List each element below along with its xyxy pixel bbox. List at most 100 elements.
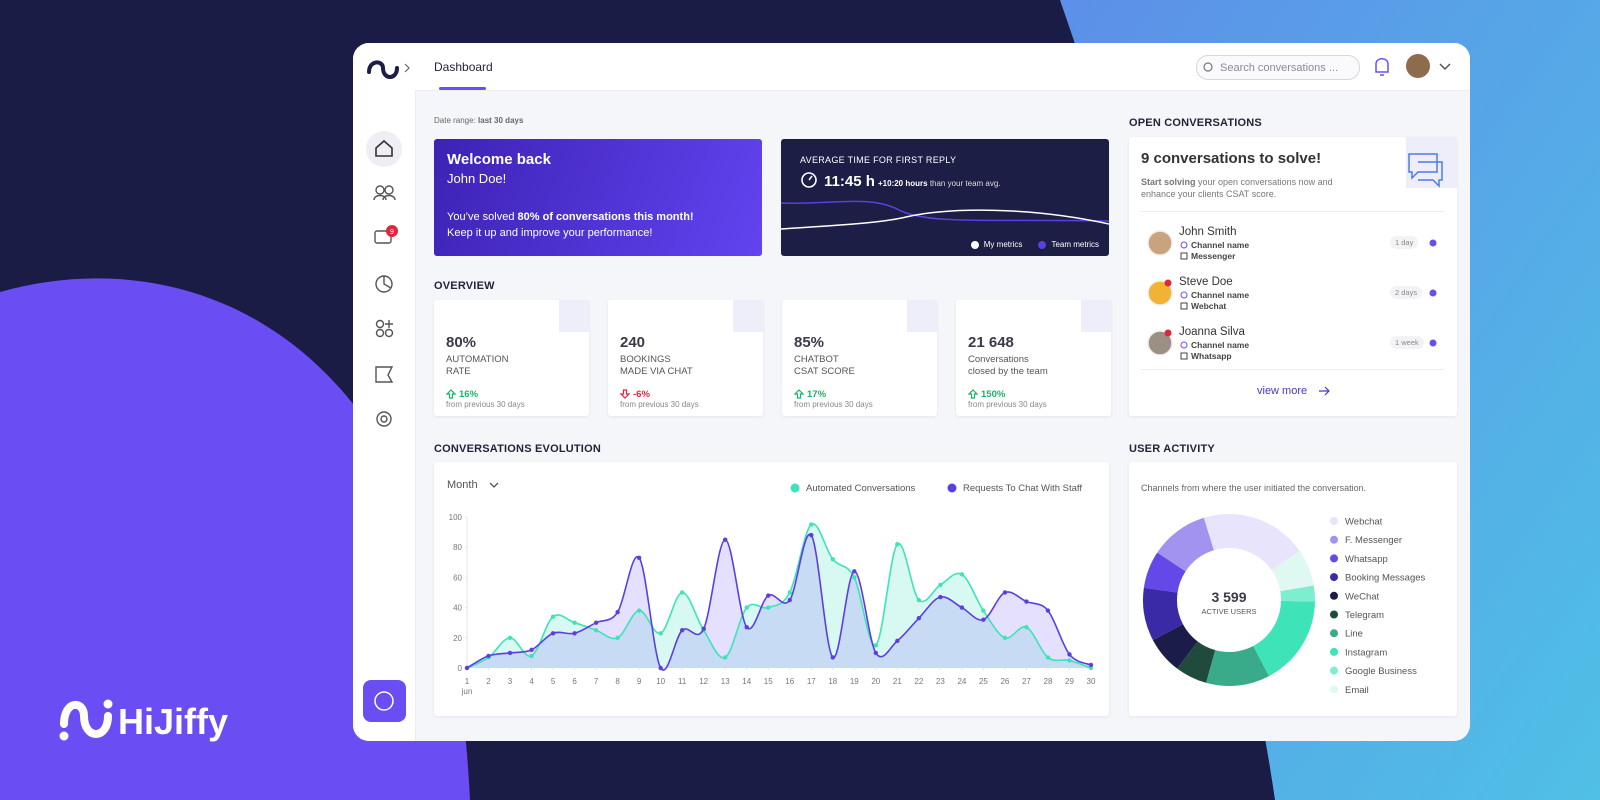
mini-line xyxy=(781,200,1109,222)
view-more[interactable]: view more xyxy=(1257,385,1308,397)
card-note: from previous 30 days xyxy=(620,400,699,409)
welcome-title: Welcome back xyxy=(447,151,551,168)
card-change: 150% xyxy=(981,389,1006,400)
legend-label: Team metrics xyxy=(1051,240,1099,249)
timer-icon xyxy=(808,175,813,181)
legend-label: My metrics xyxy=(983,240,1023,249)
mini-chart xyxy=(781,172,1109,230)
card-note: from previous 30 days xyxy=(794,400,873,409)
legend-item: Team metrics xyxy=(1038,240,1099,249)
icon-box xyxy=(733,300,763,332)
card-change: -6% xyxy=(633,389,650,400)
age-pill: 2 days xyxy=(1390,286,1423,299)
date-range-label: Date range: xyxy=(434,116,476,125)
brand-mark xyxy=(103,699,113,709)
delta: +10:20 hours xyxy=(878,179,928,188)
card-note: from previous 30 days xyxy=(446,400,525,409)
card-label: Conversations xyxy=(968,354,1029,365)
trend-arrow xyxy=(620,389,630,399)
source-name: Webchat xyxy=(1191,301,1227,311)
intro: Start solving your open conversations no… xyxy=(1141,176,1351,200)
intro-bold: Start solving xyxy=(1141,177,1196,187)
delta-suffix: than your team avg. xyxy=(929,179,1001,188)
card-value: 80% xyxy=(446,334,477,351)
brand-name: HiJiffy xyxy=(118,701,228,742)
overview-card: 85% CHATBOT CSAT SCORE 17% from previous 30 … xyxy=(782,300,937,416)
card-change: 17% xyxy=(807,389,827,400)
trend-arrow xyxy=(794,389,804,399)
card-label: RATE xyxy=(446,366,471,377)
section-title: USER ACTIVITY xyxy=(1129,443,1215,455)
section-title: CONVERSATIONS EVOLUTION xyxy=(434,443,601,455)
mini-line xyxy=(781,209,1109,230)
legend-dot xyxy=(1038,240,1047,249)
channel-name: Channel name xyxy=(1191,340,1250,350)
first-reply-delta: +10:20 hours than your team avg. xyxy=(878,179,1001,188)
divider xyxy=(1141,211,1445,212)
icon-box xyxy=(907,300,937,332)
intro-text: your open conversations now and enhance … xyxy=(1141,177,1333,199)
channel-name: Channel name xyxy=(1191,290,1250,300)
tab-underline xyxy=(439,87,486,90)
channel-name: Channel name xyxy=(1191,240,1250,250)
trend-arrow xyxy=(620,389,630,399)
search-placeholder: Search conversations ... xyxy=(1220,62,1339,74)
trend-arrow xyxy=(968,389,978,399)
evolution-panel: Month xyxy=(434,462,1109,716)
icon-box xyxy=(559,300,589,332)
card-value: 21 648 xyxy=(968,334,1014,351)
divider xyxy=(1141,369,1445,370)
period-select[interactable]: Month xyxy=(447,479,478,491)
welcome-card: Welcome back John Doe! You’ve solved 80%… xyxy=(434,139,762,256)
card-note: from previous 30 days xyxy=(968,400,1047,409)
card-change: 16% xyxy=(459,389,479,400)
welcome-message: You’ve solved 80% of conversations this … xyxy=(447,209,694,241)
date-range: Date range: last 30 days xyxy=(434,116,523,125)
trend-arrow xyxy=(446,389,456,399)
trend-arrow xyxy=(968,389,978,399)
card-label: CHATBOT xyxy=(794,354,839,365)
date-range-value: last 30 days xyxy=(478,116,524,125)
first-reply-title: AVERAGE TIME FOR FIRST REPLY xyxy=(800,155,957,165)
card-label: closed by the team xyxy=(968,366,1048,377)
overview-card: 80% AUTOMATION RATE 16% from previous 30 day… xyxy=(434,300,589,416)
brand-mark xyxy=(60,701,112,738)
timer-icon xyxy=(801,172,817,188)
message-bold: 80% of conversations this month! xyxy=(517,211,694,223)
first-reply-card: AVERAGE TIME FOR FIRST REPLY 11:45 h +10… xyxy=(781,139,1109,256)
activity-panel: Channels from where the user initiated t… xyxy=(1129,462,1457,716)
legend-item: My metrics xyxy=(970,240,1023,249)
sidebar xyxy=(353,43,416,741)
card-value: 240 xyxy=(620,334,646,351)
mini-legend: My metrics Team metrics xyxy=(970,240,1099,249)
card-label: MADE VIA CHAT xyxy=(620,366,693,377)
search-box[interactable]: Search conversations ... xyxy=(1196,55,1360,80)
tab[interactable]: Dashboard xyxy=(434,60,493,74)
icon-box xyxy=(1406,137,1457,188)
message: Keep it up and improve your performance! xyxy=(447,227,653,239)
brand-mark xyxy=(59,731,69,741)
trend-arrow xyxy=(446,389,456,399)
welcome-name: John Doe! xyxy=(447,171,507,186)
contact-name: John Smith xyxy=(1179,226,1237,238)
source-name: Whatsapp xyxy=(1191,351,1232,361)
trend-arrow xyxy=(794,389,804,399)
card-label: CSAT SCORE xyxy=(794,366,855,377)
headline: 9 conversations to solve! xyxy=(1141,150,1322,167)
section-title: OPEN CONVERSATIONS xyxy=(1129,117,1262,129)
section-title: OVERVIEW xyxy=(434,280,495,292)
source-name: Messenger xyxy=(1191,251,1236,261)
activity-subtitle: Channels from where the user initiated t… xyxy=(1141,483,1367,493)
icon-box xyxy=(1081,300,1111,332)
legend-dot xyxy=(970,240,979,249)
card-value: 85% xyxy=(794,334,825,351)
overview-card: 21 648 Conversations closed by the team 150… xyxy=(956,300,1111,416)
card-label: AUTOMATION xyxy=(446,354,509,365)
bg-shape xyxy=(0,278,470,800)
overview-card: 240 BOOKINGS MADE VIA CHAT -6% from previous… xyxy=(608,300,763,416)
message: You’ve solved xyxy=(447,211,515,223)
card-label: BOOKINGS xyxy=(620,354,671,365)
age-pill: 1 week xyxy=(1390,336,1424,349)
contact-name: Joanna Silva xyxy=(1179,326,1245,338)
